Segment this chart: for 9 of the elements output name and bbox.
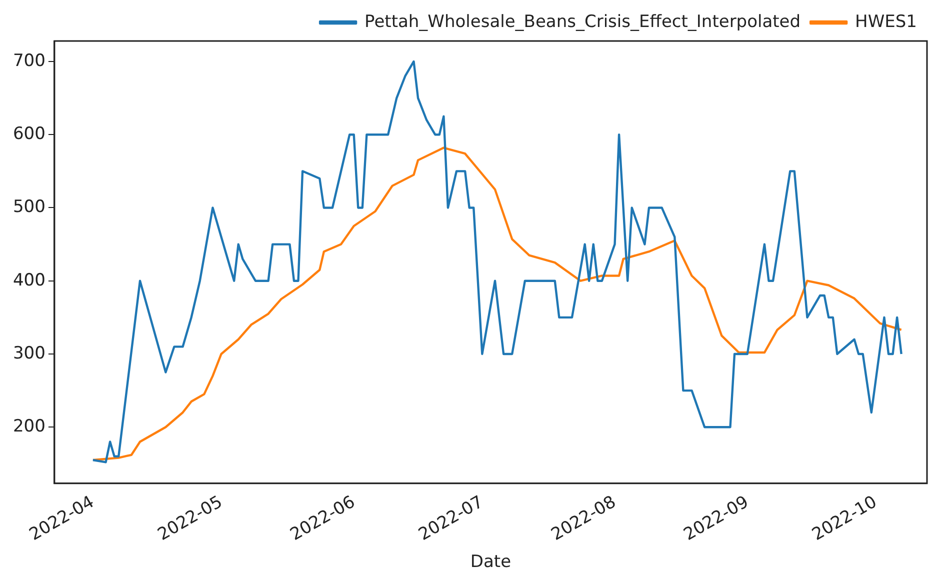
- y-tick-label: 600: [12, 124, 46, 144]
- y-tick-label: 400: [12, 270, 46, 290]
- y-tick-label: 700: [12, 50, 46, 71]
- legend-label: HWES1: [855, 12, 918, 32]
- y-tick-label: 200: [12, 416, 46, 437]
- x-axis-title: Date: [470, 552, 512, 572]
- legend-label: Pettah_Wholesale_Beans_Crisis_Effect_Interpolated: [364, 12, 801, 32]
- y-tick-label: 500: [12, 197, 46, 218]
- y-tick-label: 300: [12, 343, 46, 364]
